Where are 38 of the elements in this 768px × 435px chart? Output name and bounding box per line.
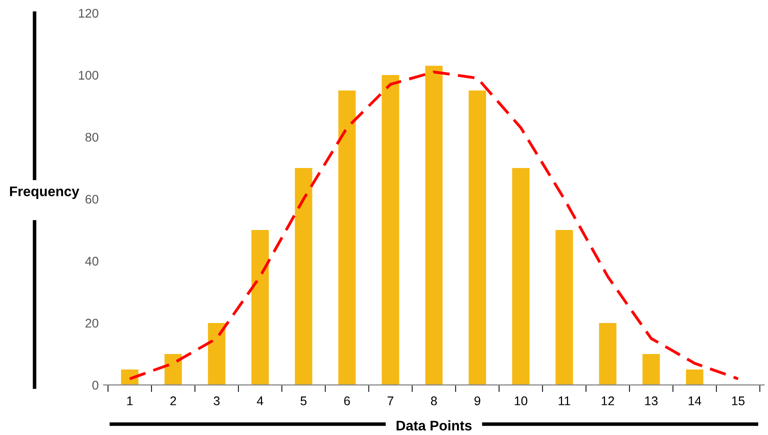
y-tick-label: 80 (85, 132, 98, 142)
x-tick-label: 14 (688, 396, 702, 406)
bar (382, 75, 400, 385)
x-tick-label: 7 (388, 396, 394, 406)
bar (556, 230, 573, 385)
bar (686, 369, 704, 385)
x-axis-title: Data Points (396, 420, 472, 431)
x-tick-label: 4 (256, 396, 264, 406)
bar (599, 322, 616, 385)
x-tick-label: 1 (127, 396, 133, 406)
x-tick-label: 8 (430, 396, 437, 406)
bar (468, 90, 486, 385)
bar (251, 230, 269, 385)
y-tick-label: 100 (78, 70, 98, 80)
x-tick-label: 13 (645, 396, 658, 406)
bar (164, 354, 182, 385)
bar (425, 66, 443, 385)
x-tick-label: 12 (602, 396, 614, 406)
y-axis-title: Frequency (10, 186, 80, 200)
x-tick-label: 10 (514, 396, 528, 406)
x-tick-label: 6 (344, 396, 350, 406)
bar (512, 168, 530, 385)
x-tick-label: 11 (558, 396, 570, 406)
y-tick-label: 60 (86, 194, 98, 204)
x-tick-label: 2 (170, 396, 176, 406)
y-tick-label: 120 (78, 8, 98, 18)
bar (642, 354, 660, 385)
y-tick-label: 40 (85, 256, 98, 266)
x-tick-label: 9 (474, 396, 480, 406)
bar (208, 322, 226, 385)
x-tick-label: 3 (214, 396, 220, 406)
y-tick-label: 20 (86, 318, 98, 328)
y-tick-label: 0 (92, 380, 98, 390)
bar (338, 90, 356, 385)
bar (294, 168, 312, 385)
x-tick-label: 15 (732, 396, 745, 406)
x-tick-label: 5 (300, 396, 307, 406)
line-series (128, 70, 740, 380)
